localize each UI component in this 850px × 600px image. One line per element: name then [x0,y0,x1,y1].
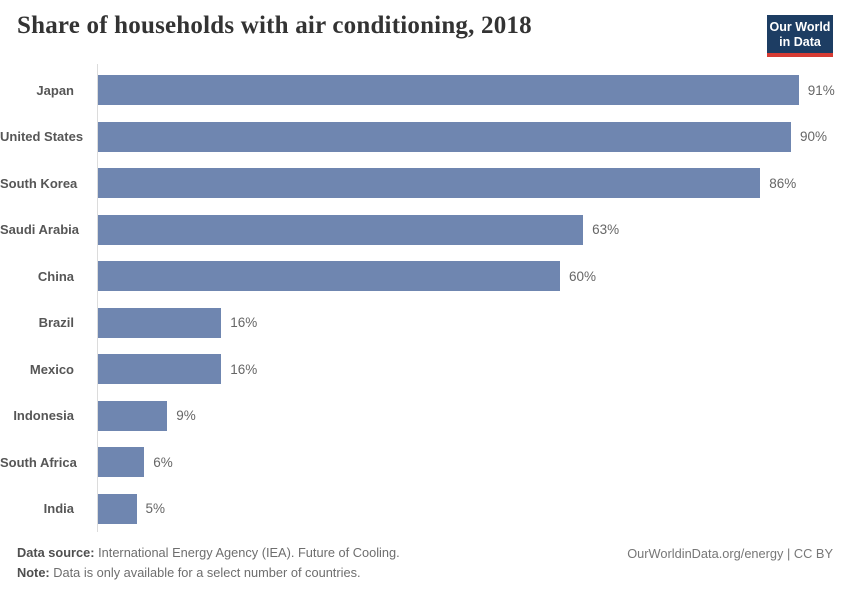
value-label: 16% [230,315,258,331]
data-source-line: Data source: International Energy Agency… [17,543,400,563]
bar-row: China 60% [0,253,850,300]
value-label: 5% [145,501,166,517]
bar[interactable] [98,493,137,524]
bar-row: India 5% [0,486,850,533]
bar-track: 16% [98,354,258,385]
country-label: Brazil [38,315,74,331]
bar-row: Brazil 16% [0,300,850,347]
value-label: 6% [153,454,173,470]
country-label: India [43,501,74,517]
country-label: United States [0,129,84,145]
note-text: Data is only available for a select numb… [49,564,361,580]
bar-row: South Africa 6% [0,439,850,486]
bar-track: 16% [98,307,258,338]
value-label: 86% [769,175,797,191]
note-label: Note: [17,564,50,580]
value-label: 9% [176,408,196,424]
bar[interactable] [98,400,168,431]
bar-track: 6% [98,447,173,478]
chart-title: Share of households with air conditionin… [17,12,532,39]
bar[interactable] [98,75,799,106]
bar-row: Indonesia 9% [0,393,850,440]
bar-track: 5% [98,493,166,524]
owid-logo-line1: Our World [769,20,831,34]
bar-row: United States 90% [0,114,850,161]
note-line: Note: Data is only available for a selec… [17,563,400,583]
bar-track: 90% [98,121,828,152]
data-source-text: International Energy Agency (IEA). Futur… [94,545,400,560]
data-source-label: Data source: [17,545,95,560]
bar[interactable] [98,354,222,385]
bar-row: Mexico 16% [0,346,850,393]
bar-track: 86% [98,168,797,199]
chart-footnote: Data source: International Energy Agency… [17,543,400,582]
value-label: 91% [807,82,835,98]
bar-row: South Korea 86% [0,160,850,207]
bar[interactable] [98,307,222,338]
bar[interactable] [98,214,584,245]
value-label: 16% [230,361,258,377]
bar-track: 91% [98,75,835,106]
country-label: Indonesia [13,408,74,424]
value-label: 90% [800,129,828,145]
value-label: 60% [569,268,597,284]
country-label: Japan [36,82,74,98]
bar[interactable] [98,168,761,199]
bar-track: 60% [98,261,597,292]
value-label: 63% [592,222,620,238]
country-label: China [37,268,74,284]
country-label: Mexico [29,361,74,377]
owid-url-license-link[interactable]: OurWorldinData.org/energy | CC BY [627,546,833,561]
bar-chart: Japan 91% United States 90% South Korea … [0,67,850,532]
country-label: South Korea [0,175,78,191]
country-label: South Africa [0,454,77,470]
bar-row: Saudi Arabia 63% [0,207,850,254]
bar-track: 63% [98,214,620,245]
country-label: Saudi Arabia [0,222,79,238]
bar[interactable] [98,261,560,292]
owid-logo-line2: in Data [779,34,821,49]
bar-row: Japan 91% [0,67,850,114]
bar[interactable] [98,121,791,152]
bar[interactable] [98,447,145,478]
bar-track: 9% [98,400,196,431]
y-axis-line [97,64,98,532]
owid-logo[interactable]: Our World in Data [767,15,833,57]
